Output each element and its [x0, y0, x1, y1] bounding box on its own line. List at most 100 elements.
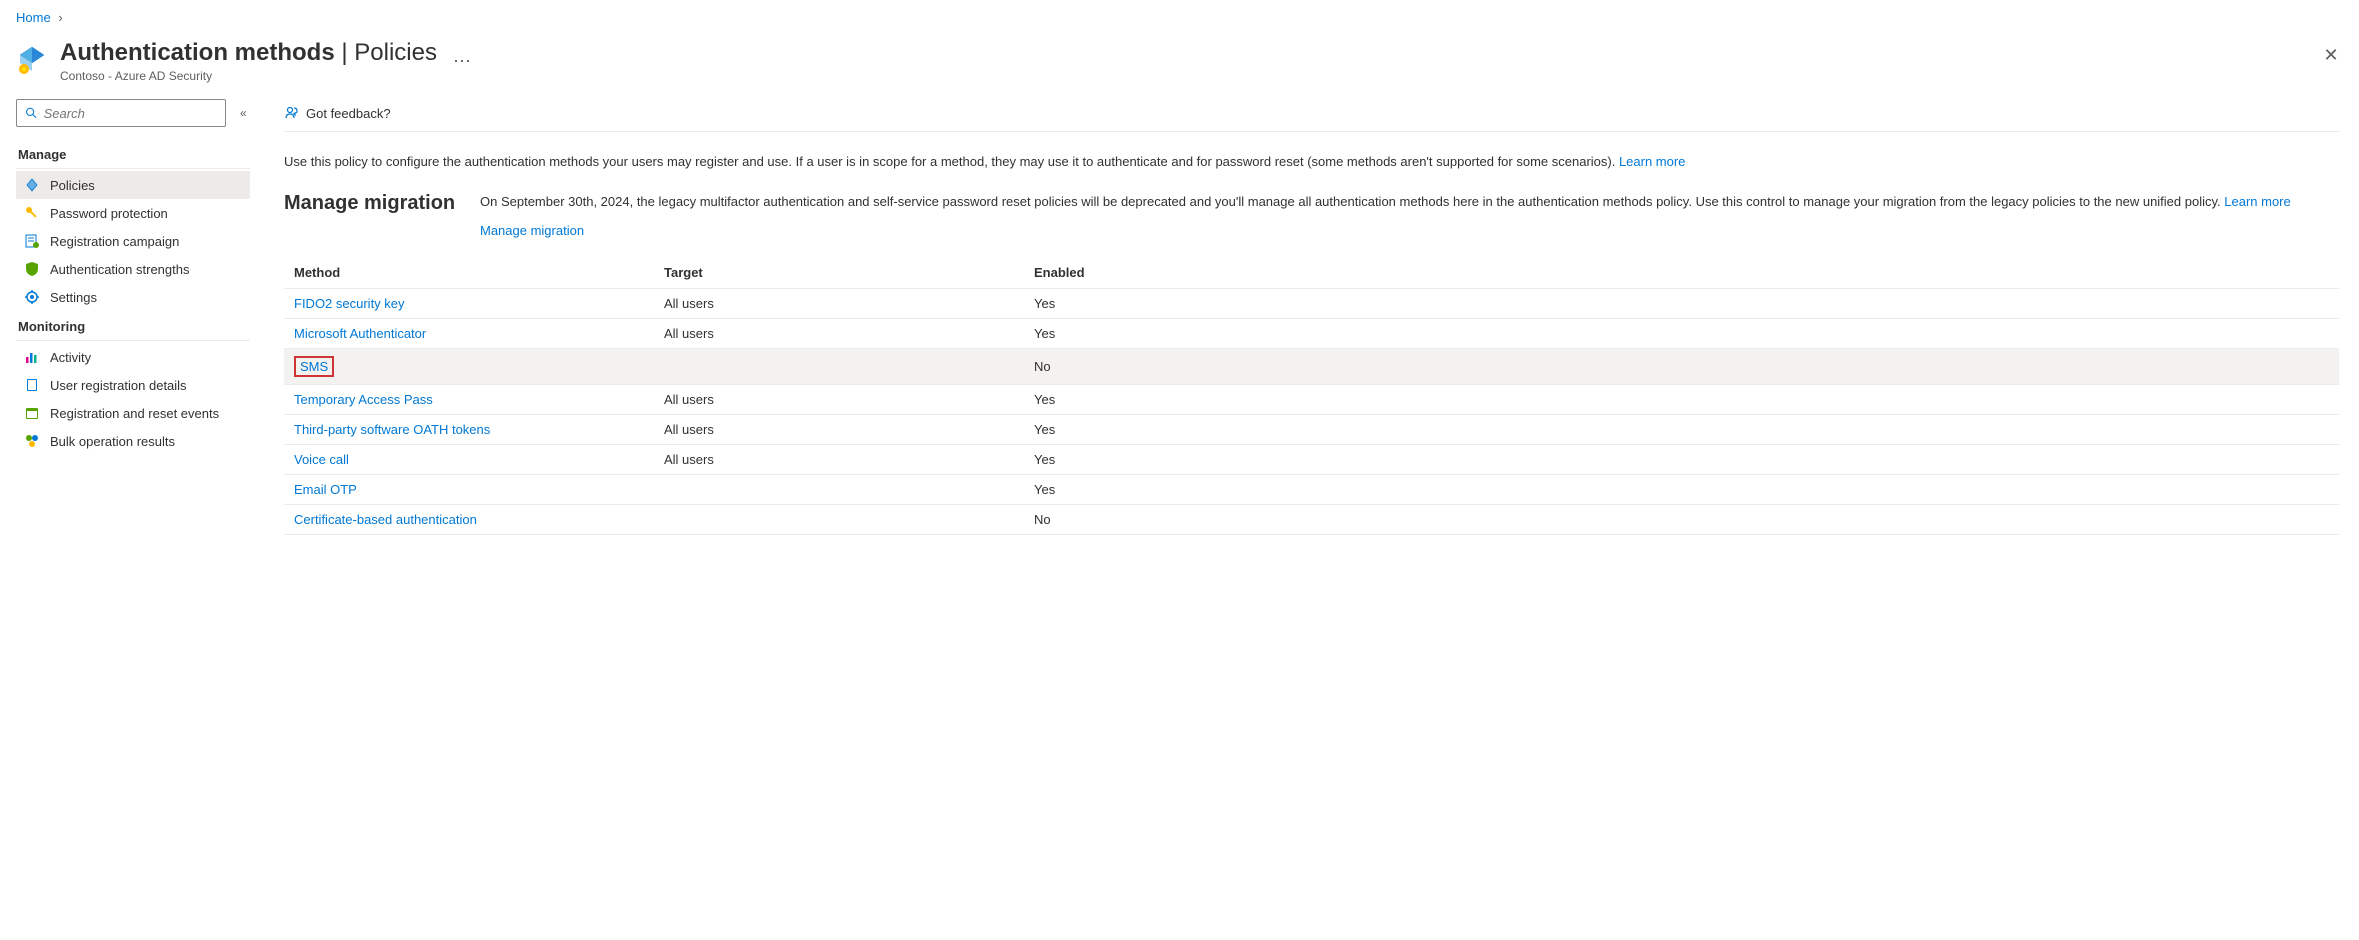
- page-header: Authentication methods | Policies Contos…: [0, 35, 2359, 99]
- column-header-target[interactable]: Target: [654, 257, 1024, 289]
- method-link[interactable]: Certificate-based authentication: [294, 512, 477, 527]
- method-link[interactable]: Email OTP: [294, 482, 357, 497]
- feedback-icon: [284, 105, 300, 121]
- enabled-cell: Yes: [1024, 318, 2339, 348]
- method-link[interactable]: Voice call: [294, 452, 349, 467]
- nav-item-label: Activity: [50, 350, 91, 365]
- breadcrumb-home-link[interactable]: Home: [16, 10, 51, 25]
- key-icon: [24, 205, 40, 221]
- policy-description: Use this policy to configure the authent…: [284, 132, 2339, 184]
- nav-item-label: Bulk operation results: [50, 434, 175, 449]
- target-cell: [654, 348, 1024, 384]
- diamond-icon: [24, 177, 40, 193]
- column-header-enabled[interactable]: Enabled: [1024, 257, 2339, 289]
- more-options-button[interactable]: ⋯: [453, 51, 471, 72]
- sidebar-item-settings[interactable]: Settings: [16, 283, 250, 311]
- close-button[interactable]: ✕: [2319, 43, 2343, 67]
- table-row[interactable]: FIDO2 security key All usersYes: [284, 288, 2339, 318]
- table-row[interactable]: Voice call All usersYes: [284, 444, 2339, 474]
- table-row[interactable]: Third-party software OATH tokens All user…: [284, 414, 2339, 444]
- sidebar-item-policies[interactable]: Policies: [16, 171, 250, 199]
- target-cell: All users: [654, 288, 1024, 318]
- nav-item-label: Settings: [50, 290, 97, 305]
- sidebar: « Manage Policies Password protection Regi…: [0, 99, 260, 555]
- methods-table: Method Target Enabled FIDO2 security key…: [284, 257, 2339, 535]
- sidebar-item-password-protection[interactable]: Password protection: [16, 199, 250, 227]
- toolbar: Got feedback?: [284, 99, 2339, 132]
- auth-methods-icon: [16, 45, 48, 77]
- collapse-sidebar-button[interactable]: «: [240, 106, 247, 120]
- main-content: Got feedback? Use this policy to configu…: [260, 99, 2359, 555]
- sidebar-item-registration-and-reset-events[interactable]: Registration and reset events: [16, 399, 250, 427]
- method-cell: Certificate-based authentication: [284, 504, 654, 534]
- target-cell: All users: [654, 318, 1024, 348]
- gear-icon: [24, 289, 40, 305]
- sidebar-item-user-registration-details[interactable]: User registration details: [16, 371, 250, 399]
- feedback-button[interactable]: Got feedback?: [284, 105, 391, 121]
- method-cell: SMS: [284, 348, 654, 384]
- page-subtitle: Contoso - Azure AD Security: [60, 69, 437, 83]
- method-link[interactable]: Microsoft Authenticator: [294, 326, 426, 341]
- enabled-cell: Yes: [1024, 444, 2339, 474]
- book-icon: [24, 377, 40, 393]
- method-cell: Third-party software OATH tokens: [284, 414, 654, 444]
- nav-item-label: Password protection: [50, 206, 168, 221]
- search-input[interactable]: [44, 106, 217, 121]
- nav-item-label: Authentication strengths: [50, 262, 189, 277]
- table-row[interactable]: Temporary Access Pass All usersYes: [284, 384, 2339, 414]
- migration-learn-more-link[interactable]: Learn more: [2224, 194, 2290, 209]
- form-icon: [24, 233, 40, 249]
- table-row[interactable]: Certificate-based authentication No: [284, 504, 2339, 534]
- calendar-icon: [24, 405, 40, 421]
- feedback-label: Got feedback?: [306, 106, 391, 121]
- nav-item-label: Registration campaign: [50, 234, 179, 249]
- target-cell: [654, 474, 1024, 504]
- migration-text: On September 30th, 2024, the legacy mult…: [480, 194, 2224, 209]
- method-link[interactable]: FIDO2 security key: [294, 296, 405, 311]
- method-cell: Microsoft Authenticator: [284, 318, 654, 348]
- enabled-cell: Yes: [1024, 384, 2339, 414]
- target-cell: All users: [654, 444, 1024, 474]
- enabled-cell: Yes: [1024, 474, 2339, 504]
- page-title-light: Policies: [354, 39, 437, 66]
- table-row[interactable]: Microsoft Authenticator All usersYes: [284, 318, 2339, 348]
- description-learn-more-link[interactable]: Learn more: [1619, 154, 1685, 169]
- target-cell: All users: [654, 384, 1024, 414]
- breadcrumb: Home ›: [0, 0, 2359, 35]
- method-cell: Email OTP: [284, 474, 654, 504]
- target-cell: [654, 504, 1024, 534]
- chevron-right-icon: ›: [58, 10, 62, 25]
- migration-title: Manage migration: [284, 192, 480, 241]
- shield-icon: [24, 261, 40, 277]
- column-header-method[interactable]: Method: [284, 257, 654, 289]
- sidebar-item-bulk-operation-results[interactable]: Bulk operation results: [16, 427, 250, 455]
- search-icon: [25, 106, 38, 120]
- page-title: Authentication methods | Policies: [60, 39, 437, 67]
- enabled-cell: Yes: [1024, 414, 2339, 444]
- nav-section-manage: Manage: [16, 139, 250, 169]
- method-cell: FIDO2 security key: [284, 288, 654, 318]
- method-link[interactable]: SMS: [300, 359, 328, 374]
- enabled-cell: No: [1024, 504, 2339, 534]
- table-row[interactable]: SMS No: [284, 348, 2339, 384]
- bulk-icon: [24, 433, 40, 449]
- enabled-cell: Yes: [1024, 288, 2339, 318]
- search-box[interactable]: [16, 99, 226, 127]
- highlighted-method-box: SMS: [294, 356, 334, 377]
- target-cell: All users: [654, 414, 1024, 444]
- nav-section-monitoring: Monitoring: [16, 311, 250, 341]
- method-cell: Temporary Access Pass: [284, 384, 654, 414]
- method-cell: Voice call: [284, 444, 654, 474]
- sidebar-item-activity[interactable]: Activity: [16, 343, 250, 371]
- sidebar-item-registration-campaign[interactable]: Registration campaign: [16, 227, 250, 255]
- migration-section: Manage migration On September 30th, 2024…: [284, 184, 2339, 257]
- sidebar-item-authentication-strengths[interactable]: Authentication strengths: [16, 255, 250, 283]
- enabled-cell: No: [1024, 348, 2339, 384]
- method-link[interactable]: Temporary Access Pass: [294, 392, 433, 407]
- nav-item-label: Registration and reset events: [50, 406, 219, 421]
- manage-migration-link[interactable]: Manage migration: [480, 221, 2339, 241]
- method-link[interactable]: Third-party software OATH tokens: [294, 422, 490, 437]
- chart-icon: [24, 349, 40, 365]
- nav-item-label: Policies: [50, 178, 95, 193]
- table-row[interactable]: Email OTP Yes: [284, 474, 2339, 504]
